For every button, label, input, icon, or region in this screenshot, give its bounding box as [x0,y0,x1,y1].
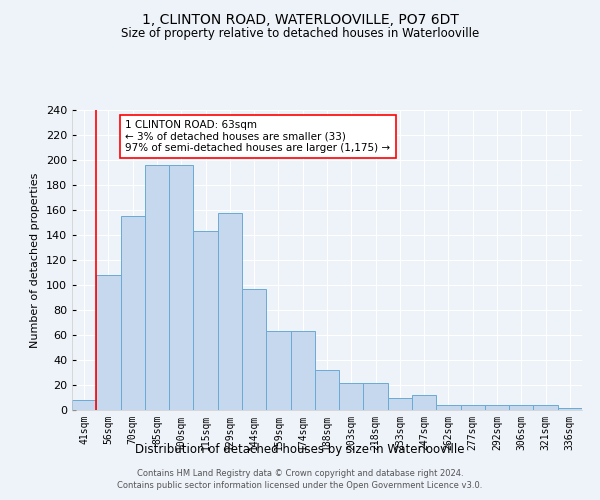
Bar [339,382,364,410]
Bar [290,331,315,410]
Bar [558,408,582,410]
Text: 1, CLINTON ROAD, WATERLOOVILLE, PO7 6DT: 1, CLINTON ROAD, WATERLOOVILLE, PO7 6DT [142,12,458,26]
Bar [533,405,558,410]
Bar [315,370,339,410]
Bar [509,405,533,410]
Bar [412,395,436,410]
Text: Distribution of detached houses by size in Waterlooville: Distribution of detached houses by size … [135,442,465,456]
Bar [364,382,388,410]
Bar [436,405,461,410]
Text: Contains HM Land Registry data © Crown copyright and database right 2024.: Contains HM Land Registry data © Crown c… [137,468,463,477]
Bar [218,212,242,410]
Text: Size of property relative to detached houses in Waterlooville: Size of property relative to detached ho… [121,28,479,40]
Bar [121,216,145,410]
Bar [461,405,485,410]
Bar [169,165,193,410]
Bar [242,289,266,410]
Bar [96,275,121,410]
Text: Contains public sector information licensed under the Open Government Licence v3: Contains public sector information licen… [118,481,482,490]
Bar [485,405,509,410]
Bar [72,400,96,410]
Bar [145,165,169,410]
Y-axis label: Number of detached properties: Number of detached properties [31,172,40,348]
Bar [266,331,290,410]
Text: 1 CLINTON ROAD: 63sqm
← 3% of detached houses are smaller (33)
97% of semi-detac: 1 CLINTON ROAD: 63sqm ← 3% of detached h… [125,120,391,153]
Bar [193,231,218,410]
Bar [388,398,412,410]
